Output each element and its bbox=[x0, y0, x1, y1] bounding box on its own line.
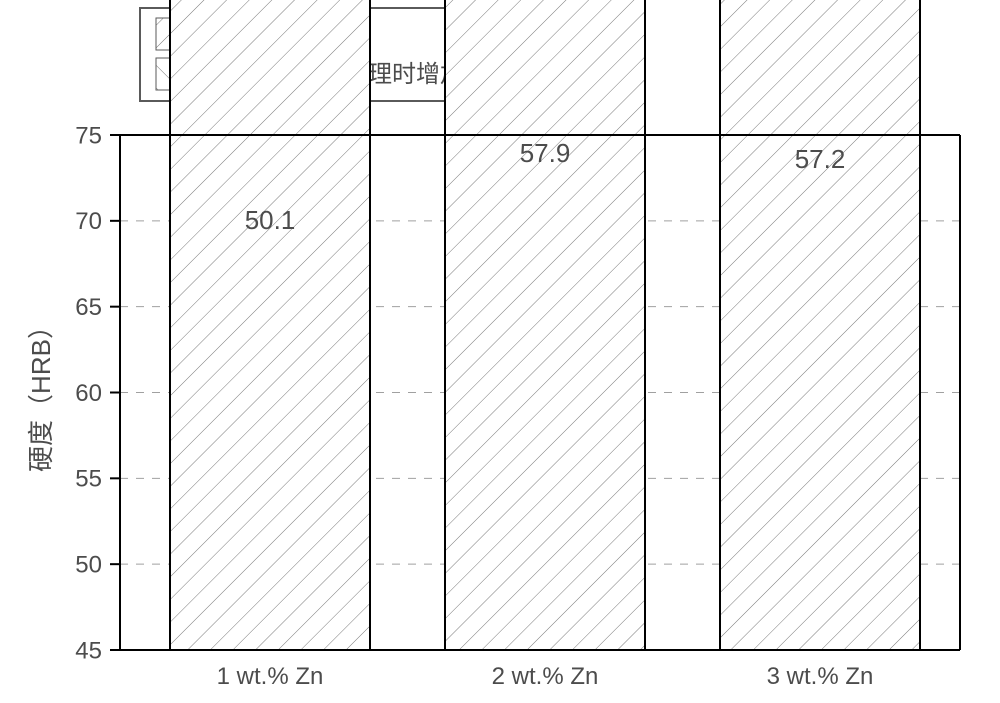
bar-2-seg-0-label: 57.2 bbox=[795, 144, 846, 174]
bar-0-seg-0-label: 50.1 bbox=[245, 205, 296, 235]
bars: 50.117.667.757.913.471.357.211.969.1 bbox=[170, 0, 920, 650]
bar-1-seg-0 bbox=[445, 0, 645, 650]
ytick-label: 50 bbox=[75, 552, 102, 579]
ytick-label: 75 bbox=[75, 122, 102, 149]
xtick-label-1: 2 wt.% Zn bbox=[492, 663, 599, 690]
xtick-label-0: 1 wt.% Zn bbox=[217, 663, 324, 690]
bar-1-seg-0-label: 57.9 bbox=[520, 138, 571, 168]
bar-2-seg-0 bbox=[720, 0, 920, 650]
ytick-label: 60 bbox=[75, 380, 102, 407]
ytick-label: 45 bbox=[75, 637, 102, 664]
ytick-label: 70 bbox=[75, 208, 102, 235]
hardness-bar-chart: ：如铸造：在热处理时增加的硬度50.117.667.757.913.471.35… bbox=[0, 0, 1000, 703]
xtick-label-2: 3 wt.% Zn bbox=[767, 663, 874, 690]
y-axis-label: 硬度（HRB） bbox=[26, 313, 56, 472]
bar-0-seg-0 bbox=[170, 0, 370, 650]
ytick-label: 65 bbox=[75, 294, 102, 321]
ytick-label: 55 bbox=[75, 466, 102, 493]
